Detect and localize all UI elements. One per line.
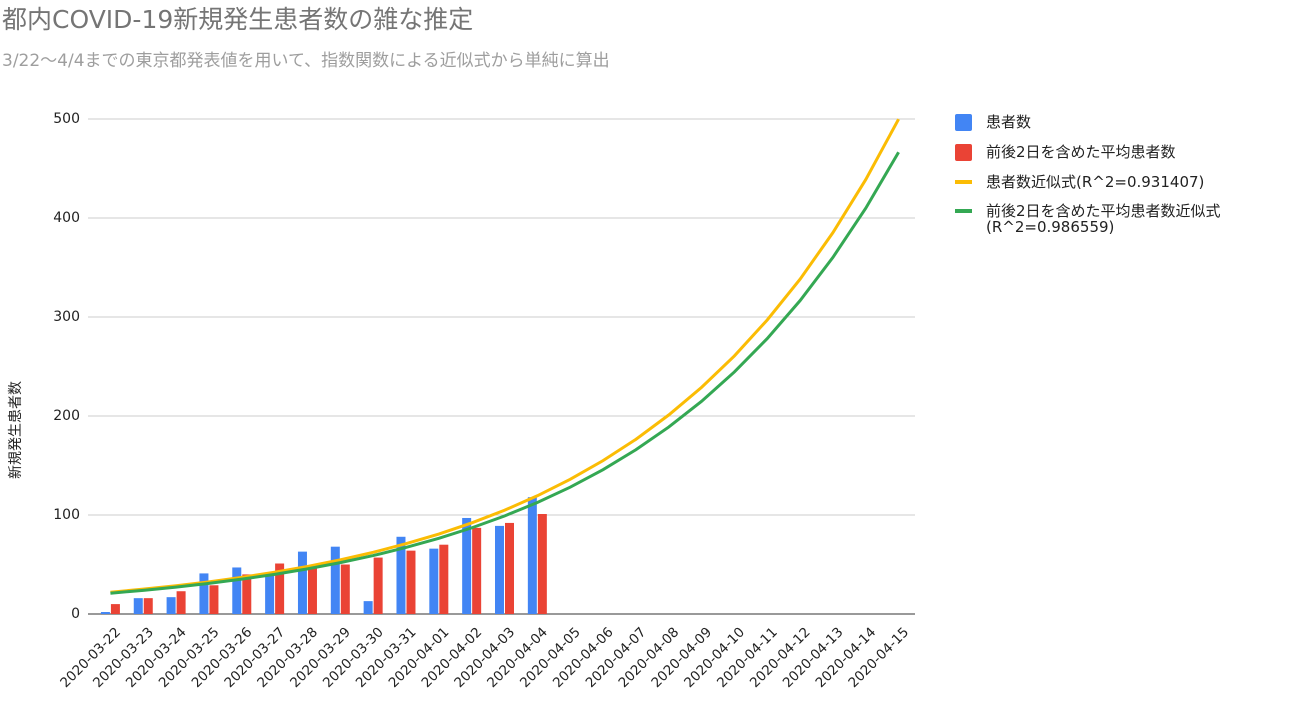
legend-item: 前後2日を含めた平均患者数近似式(R^2=0.986559) bbox=[955, 203, 1295, 235]
legend-label: 前後2日を含めた平均患者数 bbox=[986, 143, 1176, 161]
legend-label: 患者数 bbox=[986, 113, 1032, 131]
y-axis-label: 新規発生患者数 bbox=[8, 381, 24, 479]
bar bbox=[232, 567, 242, 614]
chart-title: 都内COVID-19新規発生患者数の雑な推定 bbox=[2, 5, 474, 34]
bar bbox=[143, 598, 153, 614]
y-tick-label: 200 bbox=[53, 408, 80, 424]
bar bbox=[307, 568, 317, 614]
legend-label: 前後2日を含めた平均患者数近似式(R^2=0.986559) bbox=[986, 202, 1221, 236]
bar bbox=[472, 527, 482, 614]
bar bbox=[439, 544, 449, 614]
bar bbox=[505, 522, 514, 614]
bar bbox=[373, 557, 383, 614]
bar bbox=[265, 574, 275, 614]
bar bbox=[527, 497, 537, 614]
bar bbox=[396, 536, 406, 614]
bar bbox=[209, 585, 219, 614]
trend-line bbox=[110, 151, 900, 595]
bar bbox=[462, 517, 472, 614]
bar bbox=[199, 573, 209, 614]
y-tick-label: 300 bbox=[53, 309, 80, 325]
legend-item: 前後2日を含めた平均患者数 bbox=[955, 144, 1295, 161]
bar bbox=[429, 548, 439, 614]
bar bbox=[133, 598, 143, 614]
y-tick-label: 0 bbox=[71, 606, 80, 622]
y-tick-label: 100 bbox=[53, 507, 80, 523]
bar bbox=[100, 612, 110, 614]
bar bbox=[176, 591, 186, 614]
trend-line bbox=[110, 118, 900, 594]
legend-label: 患者数近似式(R^2=0.931407) bbox=[986, 173, 1205, 191]
legend: 患者数前後2日を含めた平均患者数患者数近似式(R^2=0.931407) 前後2日… bbox=[955, 114, 1295, 248]
bar bbox=[537, 514, 547, 614]
bar bbox=[406, 550, 416, 614]
bar bbox=[166, 597, 176, 614]
bar bbox=[110, 604, 120, 614]
legend-swatch bbox=[955, 144, 972, 161]
bar bbox=[242, 574, 252, 614]
legend-swatch bbox=[955, 180, 972, 184]
bar bbox=[363, 601, 373, 614]
bar bbox=[330, 546, 340, 614]
legend-item: 患者数 bbox=[955, 114, 1295, 131]
legend-swatch bbox=[955, 114, 972, 131]
bar bbox=[495, 525, 504, 614]
y-tick-label: 500 bbox=[53, 111, 80, 127]
bar bbox=[297, 551, 307, 614]
legend-swatch bbox=[955, 209, 972, 213]
y-tick-label: 400 bbox=[53, 210, 80, 226]
bar bbox=[340, 564, 350, 614]
chart-subtitle: 3/22〜4/4までの東京都発表値を用いて、指数関数による近似式から単純に算出 bbox=[2, 51, 610, 71]
bar bbox=[275, 563, 285, 614]
legend-item: 患者数近似式(R^2=0.931407) bbox=[955, 174, 1295, 190]
